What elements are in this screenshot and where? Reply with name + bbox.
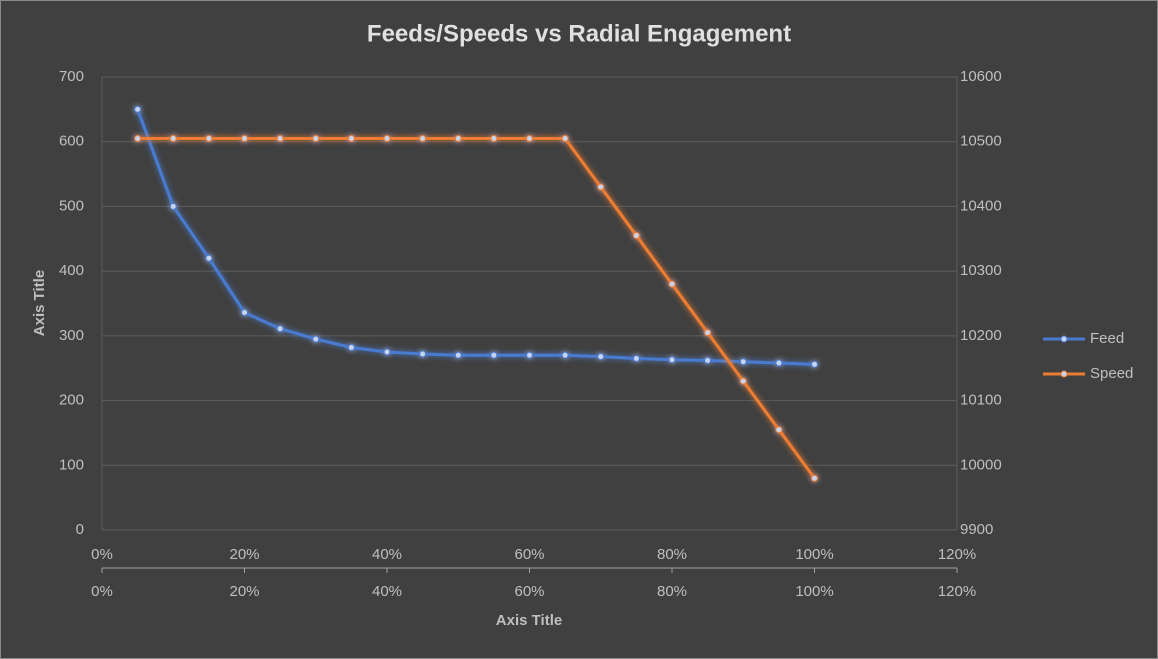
- x2-tick-label: 120%: [938, 583, 976, 600]
- y2-tick-label: 10200: [960, 327, 1002, 344]
- x2-tick-label: 80%: [657, 583, 687, 600]
- data-point: [739, 377, 747, 385]
- x2-tick-label: 0%: [91, 583, 113, 600]
- x2-tick-label: 60%: [514, 583, 544, 600]
- data-point: [632, 232, 640, 240]
- y2-tick-label: 10600: [960, 68, 1002, 85]
- data-point: [169, 134, 177, 142]
- data-point: [597, 353, 605, 361]
- x-tick-label: 0%: [91, 546, 113, 563]
- data-point: [134, 105, 142, 113]
- y2-tick-label: 10500: [960, 133, 1002, 150]
- y-tick-label: 700: [59, 68, 84, 85]
- legend-label: Speed: [1090, 365, 1133, 382]
- data-point: [347, 344, 355, 352]
- x2-tick-label: 20%: [229, 583, 259, 600]
- data-point: [312, 335, 320, 343]
- data-point: [490, 351, 498, 359]
- y2-tick-label: 10000: [960, 456, 1002, 473]
- data-point: [632, 355, 640, 363]
- data-point: [312, 134, 320, 142]
- y2-tick-label: 10300: [960, 262, 1002, 279]
- data-point: [775, 359, 783, 367]
- data-point: [241, 134, 248, 142]
- data-point: [704, 356, 712, 364]
- data-point: [419, 350, 427, 358]
- y-axis-title: Axis Title: [31, 270, 48, 336]
- x-axis-title: Axis Title: [496, 612, 562, 629]
- data-point: [383, 348, 391, 356]
- y2-tick-label: 10100: [960, 392, 1002, 409]
- x-tick-label: 80%: [657, 546, 687, 563]
- x-tick-label: 20%: [229, 546, 259, 563]
- data-point: [526, 351, 533, 359]
- y-tick-label: 0: [76, 521, 84, 538]
- x-tick-label: 40%: [372, 546, 402, 563]
- data-point: [526, 134, 533, 142]
- series-line: [136, 108, 815, 366]
- data-point: [668, 356, 676, 364]
- data-point: [775, 426, 783, 434]
- x-tick-label: 120%: [938, 546, 976, 563]
- data-point: [347, 134, 355, 142]
- data-point: [597, 183, 605, 191]
- y-tick-label: 300: [59, 327, 84, 344]
- data-point: [704, 329, 712, 337]
- y-tick-label: 400: [59, 262, 84, 279]
- data-point: [205, 134, 213, 142]
- data-point: [276, 134, 284, 142]
- x-tick-label: 100%: [795, 546, 833, 563]
- data-point: [241, 309, 248, 317]
- series: [134, 134, 818, 482]
- chart-title: Feeds/Speeds vs Radial Engagement: [367, 20, 791, 47]
- y-tick-label: 200: [59, 392, 84, 409]
- legend-marker: [1060, 335, 1068, 343]
- data-point: [383, 134, 391, 142]
- data-point: [419, 134, 427, 142]
- data-point: [276, 325, 284, 333]
- legend-marker: [1060, 370, 1068, 378]
- x2-tick-label: 40%: [372, 583, 402, 600]
- data-point: [811, 474, 818, 482]
- data-point: [668, 280, 676, 288]
- y2-tick-label: 10400: [960, 197, 1002, 214]
- data-point: [561, 134, 569, 142]
- data-point: [169, 202, 177, 210]
- y-tick-label: 100: [59, 456, 84, 473]
- y-tick-label: 500: [59, 197, 84, 214]
- y-tick-label: 600: [59, 133, 84, 150]
- data-point: [490, 134, 498, 142]
- data-point: [454, 351, 462, 359]
- series-line: [137, 136, 816, 480]
- data-point: [134, 134, 142, 142]
- data-point: [205, 254, 213, 262]
- x-tick-label: 60%: [514, 546, 544, 563]
- data-point: [739, 358, 747, 366]
- data-point: [811, 360, 818, 368]
- data-point: [561, 351, 569, 359]
- data-point: [454, 134, 462, 142]
- legend-label: Feed: [1090, 330, 1124, 347]
- x2-tick-label: 100%: [795, 583, 833, 600]
- series: [134, 105, 818, 368]
- y2-tick-label: 9900: [960, 521, 993, 538]
